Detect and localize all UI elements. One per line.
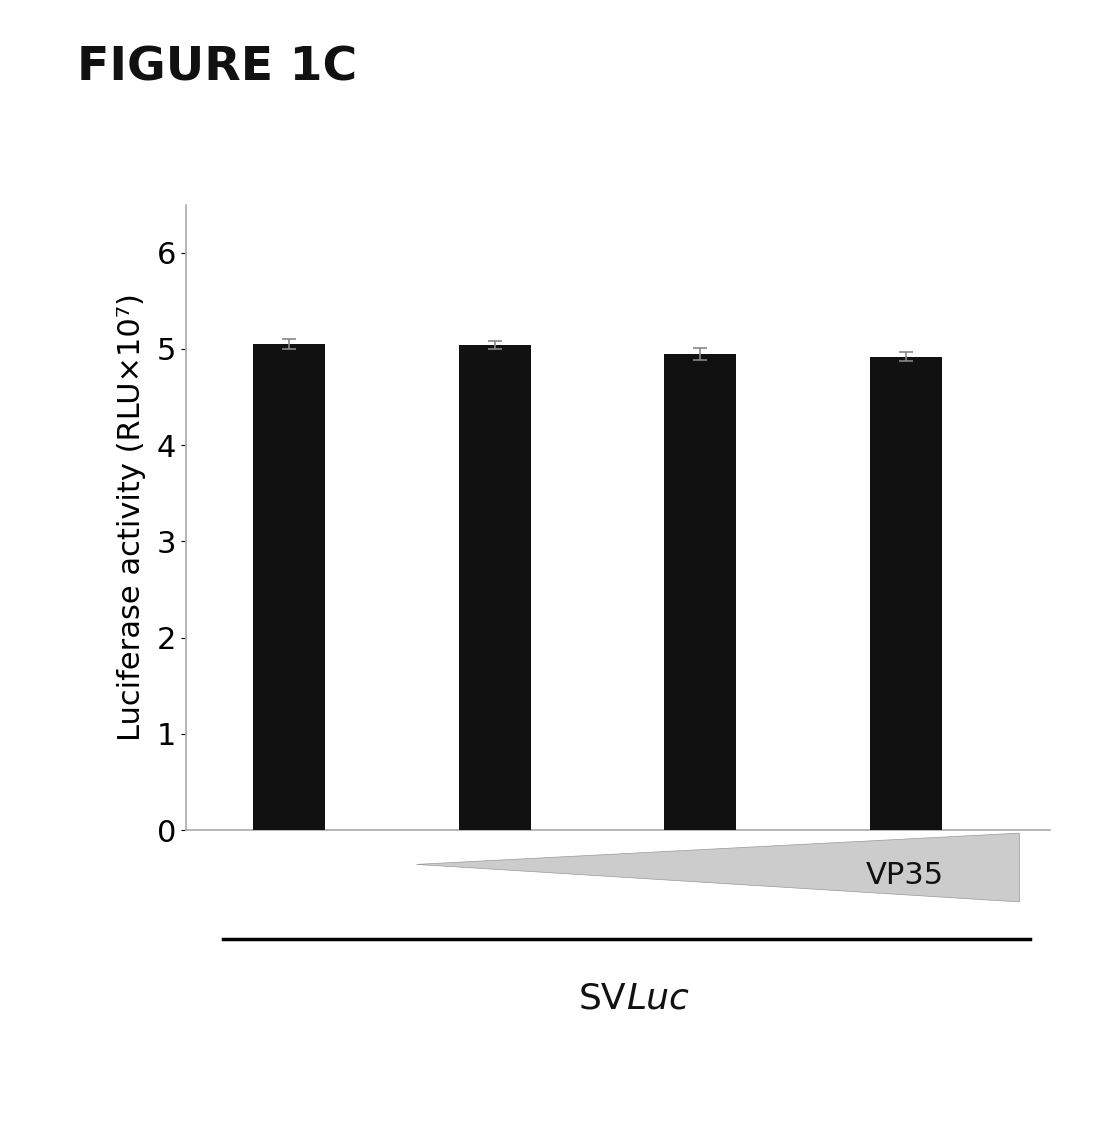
Text: VP35: VP35: [865, 861, 944, 889]
Bar: [664, 354, 736, 830]
Bar: [253, 345, 325, 830]
Text: Luc: Luc: [627, 982, 689, 1015]
Bar: [458, 346, 531, 830]
Text: SV: SV: [579, 982, 627, 1015]
Y-axis label: Luciferase activity (RLU×10⁷): Luciferase activity (RLU×10⁷): [117, 293, 146, 741]
Text: FIGURE 1C: FIGURE 1C: [77, 45, 357, 91]
Bar: [870, 357, 942, 830]
